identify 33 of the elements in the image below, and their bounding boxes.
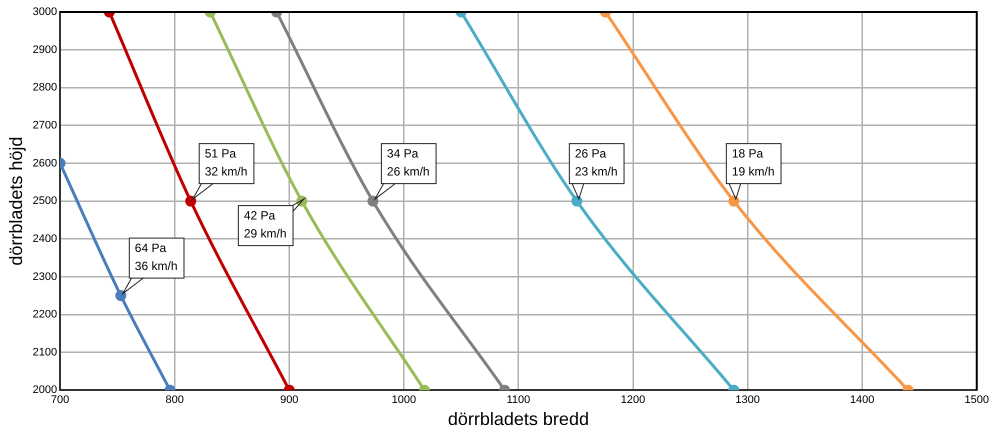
point [571,196,582,207]
x-axis-title: dörrbladets bredd [448,409,589,430]
x-tick-label: 1000 [392,394,416,406]
x-tick-label: 900 [280,394,298,406]
x-tick-label: 1200 [620,394,646,406]
y-axis-title: dörrbladets höjd [6,136,26,266]
x-tick-label: 1100 [506,394,530,406]
annotation: 51 Pa 32 km/h [204,146,248,178]
x-tick-label: 700 [50,394,70,406]
point [728,196,740,207]
annotation: 64 Pa 36 km/h [134,240,178,273]
y-tick-label: 2800 [32,82,58,94]
point [367,196,378,207]
y-tick-label: 2400 [32,232,58,245]
point [185,196,196,207]
annotation: 26 Pa 23 km/h [574,146,618,178]
y-tick-label: 2700 [32,119,58,132]
annotation: 34 Pa 26 km/h [386,146,430,178]
x-tick-label: 1300 [735,394,760,406]
x-tick-label: 800 [165,394,184,406]
annotation: 18 Pa 19 km/h [732,146,775,178]
y-tick-label: 2000 [32,384,58,396]
y-tick-label: 2300 [32,270,58,283]
y-tick-label: 2600 [32,157,58,170]
annotation: 42 Pa 29 km/h [244,208,287,240]
point [115,290,126,302]
x-tick-label: 1500 [964,394,990,406]
y-tick-label: 2900 [32,44,58,56]
y-tick-label: 2500 [32,195,58,208]
y-tick-label: 3000 [32,6,58,18]
y-tick-label: 2100 [32,346,58,358]
y-tick-label: 2200 [32,308,58,321]
x-tick-label: 1400 [850,394,874,406]
